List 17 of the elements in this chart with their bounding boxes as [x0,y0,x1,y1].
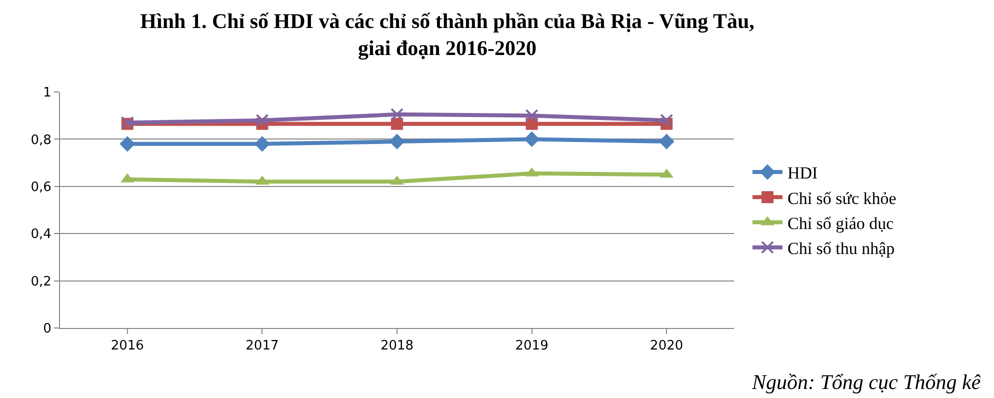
text: Nguồn: Tổng cục Thống kê [751,370,982,394]
x-tick-label: 2016 [110,338,144,354]
y-tick-label: 0,6 [30,180,52,195]
legend-label: Chỉ số giáo dục [787,214,894,233]
legend-label: HDI [787,164,818,183]
legend-label: Chỉ số thu nhập [787,238,895,258]
x-tick-label: 2019 [515,338,548,354]
x-tick-label: 2017 [246,338,279,354]
legend-label: Chỉ số sức khỏe [787,188,896,208]
y-tick-label: 1 [43,86,52,101]
y-tick-label: 0,8 [30,132,52,148]
y-tick-label: 0 [43,322,52,337]
x-tick-label: 2018 [380,338,414,354]
x-tick-label: 2020 [650,338,684,354]
chart-title: Hình 1. Chỉ số HDI và các chỉ số thành phần của Bà Rịa - Vũng Tàu, giai đoạn 2016-2020 [140,8,754,60]
y-tick-label: 0,4 [30,227,52,242]
y-tick-label: 0,2 [30,274,52,290]
